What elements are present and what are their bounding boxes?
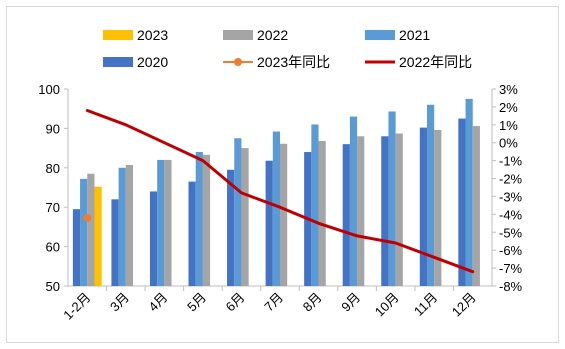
bar-2021-10月 — [388, 111, 396, 286]
y-tick-label: 50 — [46, 279, 60, 294]
bar-2020-4月 — [149, 191, 158, 286]
bar-2022-8月 — [318, 141, 326, 286]
bar-2022-9月 — [357, 136, 365, 286]
bar-2021-1-2月 — [80, 178, 88, 286]
bar-2020-7月 — [265, 160, 273, 286]
x-tick-label: 10月 — [372, 290, 402, 320]
y2-tick-label: -4% — [499, 207, 523, 222]
bar-2022-4月 — [164, 159, 172, 286]
y2-tick-label: 0% — [499, 136, 518, 151]
y2-tick-label: -5% — [499, 225, 523, 240]
legend-label-2023: 2023 — [137, 27, 168, 43]
legend-label-2021: 2021 — [399, 27, 430, 43]
y-tick-label: 100 — [38, 82, 60, 97]
legend-swatch-2021 — [365, 30, 395, 40]
bar-2020-1-2月 — [72, 209, 81, 286]
x-tick-label: 6月 — [223, 290, 248, 315]
bar-2020-9月 — [342, 144, 350, 286]
x-tick-label: 12月 — [449, 290, 479, 320]
bar-2021-12月 — [465, 98, 473, 286]
x-tick-label: 3月 — [107, 290, 132, 315]
y-tick-label: 80 — [46, 161, 60, 176]
y2-tick-label: 3% — [499, 82, 518, 97]
bar-2022-11月 — [434, 129, 442, 286]
x-tick-label: 4月 — [146, 290, 171, 315]
bar-2022-6月 — [241, 148, 249, 286]
x-tick-label: 11月 — [411, 290, 440, 319]
legend-swatch-2022 — [223, 30, 253, 40]
y2-tick-label: -7% — [499, 261, 523, 276]
bar-2020-11月 — [419, 127, 427, 286]
x-tick-label: 5月 — [184, 290, 209, 315]
y2-tick-label: 1% — [499, 118, 518, 133]
bar-2022-10月 — [395, 133, 403, 286]
bar-2020-3月 — [111, 199, 119, 286]
x-tick-label: 8月 — [300, 290, 325, 315]
legend-label-2022: 2022 — [257, 27, 288, 43]
bar-2021-3月 — [118, 167, 126, 286]
x-tick-label: 7月 — [261, 290, 286, 315]
y-tick-label: 70 — [46, 200, 60, 215]
bar-2021-4月 — [157, 159, 165, 286]
legend-swatch-2020 — [103, 57, 133, 67]
legend-swatch-marker-2023年同比 — [234, 58, 242, 66]
y2-tick-label: -6% — [499, 243, 523, 258]
bar-2020-12月 — [458, 118, 466, 286]
chart-frame — [6, 6, 559, 343]
y2-tick-label: -2% — [499, 172, 523, 187]
bar-2022-1-2月 — [87, 173, 95, 286]
legend-swatch-2023 — [103, 30, 133, 40]
bar-2023-1-2月 — [94, 186, 102, 286]
bar-2021-7月 — [272, 131, 280, 286]
y2-tick-label: -1% — [499, 154, 523, 169]
x-tick-label: 9月 — [338, 290, 363, 315]
bar-2022-7月 — [280, 143, 288, 286]
x-tick-label: 1-2月 — [60, 290, 93, 323]
legend-label-2022年同比: 2022年同比 — [399, 54, 472, 70]
bar-2021-5月 — [195, 152, 203, 286]
bar-2022-12月 — [472, 126, 480, 286]
y-tick-label: 60 — [46, 240, 60, 255]
y2-tick-label: -3% — [499, 189, 523, 204]
bar-2021-9月 — [349, 116, 358, 286]
bar-2021-11月 — [426, 104, 435, 286]
plot-area: 50 60 70 80 90 100 3% 2% 1% 0% -1% -2% -3% -4% -5% -6% -… — [38, 82, 522, 323]
bar-2020-5月 — [188, 181, 196, 286]
y-tick-label: 90 — [46, 121, 60, 136]
bar-2022-5月 — [202, 154, 211, 286]
bar-2021-8月 — [311, 124, 319, 287]
chart-legend: 2023 2022 2021 2020 2023年同比 2022年同比 — [103, 27, 472, 70]
marker-2023年同比 — [83, 213, 92, 222]
line-2022年同比 — [85, 109, 475, 274]
bar-2021-6月 — [234, 138, 242, 286]
y2-tick-label: -8% — [499, 279, 523, 294]
legend-label-2020: 2020 — [137, 54, 168, 70]
y2-tick-label: 2% — [499, 100, 518, 115]
bar-2020-10月 — [381, 136, 389, 286]
bar-2020-6月 — [227, 169, 235, 286]
legend-label-2023年同比: 2023年同比 — [257, 54, 330, 70]
bar-2022-3月 — [125, 165, 134, 286]
